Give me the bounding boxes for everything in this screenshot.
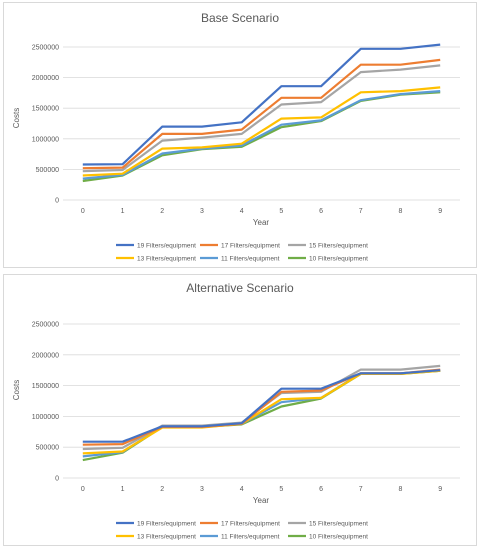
legend-entry: 13 Filters/equipment	[137, 255, 196, 262]
chart-title: Alternative Scenario	[186, 281, 294, 295]
legend-entry: 19 Filters/equipment	[137, 242, 196, 249]
x-tick-label: 2	[160, 486, 164, 493]
x-tick-label: 6	[319, 208, 323, 215]
x-axis-label: Year	[253, 496, 270, 505]
x-tick-label: 6	[319, 486, 323, 493]
legend-entry: 17 Filters/equipment	[221, 520, 280, 527]
y-tick-label: 2000000	[32, 352, 59, 359]
x-tick-label: 8	[398, 486, 402, 493]
y-tick-label: 1500000	[32, 383, 59, 390]
x-tick-label: 7	[359, 486, 363, 493]
legend-entry: 15 Filters/equipment	[309, 520, 368, 527]
legend-entry: 17 Filters/equipment	[221, 242, 280, 249]
series-line	[82, 369, 441, 443]
x-tick-label: 9	[438, 486, 442, 493]
y-axis-label: Costs	[12, 380, 21, 400]
x-tick-label: 1	[121, 208, 125, 215]
y-tick-label: 1000000	[32, 136, 59, 143]
legend-entry: 11 Filters/equipment	[221, 255, 280, 262]
chart-alternative-scenario: Alternative Scenario Costs Year 0 500000 1…	[12, 281, 460, 540]
legend-entry: 19 Filters/equipment	[137, 520, 196, 527]
series-line	[82, 58, 441, 170]
y-tick-label: 1500000	[32, 106, 59, 113]
y-tick-label: 0	[55, 198, 59, 205]
y-tick-label: 500000	[36, 445, 59, 452]
legend-entry: 13 Filters/equipment	[137, 533, 196, 540]
x-tick-label: 5	[279, 486, 283, 493]
y-tick-label: 1000000	[32, 414, 59, 421]
x-axis-label: Year	[253, 218, 270, 227]
series-line	[82, 369, 441, 462]
y-axis-label: Costs	[12, 108, 21, 128]
series-line	[82, 64, 441, 173]
chart-base-scenario: Base Scenario Costs Year 0 500000 1000000 1…	[12, 11, 460, 262]
x-tick-label: 4	[240, 208, 244, 215]
x-tick-label: 3	[200, 208, 204, 215]
x-tick-label: 0	[81, 486, 85, 493]
y-tick-label: 2500000	[32, 45, 59, 52]
legend-entry: 11 Filters/equipment	[221, 533, 280, 540]
x-tick-label: 2	[160, 208, 164, 215]
series-line	[82, 86, 441, 177]
legend-entry: 10 Filters/equipment	[309, 533, 368, 540]
legend-entry: 15 Filters/equipment	[309, 242, 368, 249]
x-tick-label: 0	[81, 208, 85, 215]
chart-panel-alternative: Alternative Scenario Costs Year 0 500000 1…	[3, 274, 477, 546]
series-line	[82, 43, 441, 166]
x-tick-label: 8	[398, 208, 402, 215]
x-tick-label: 1	[121, 486, 125, 493]
x-tick-label: 5	[279, 208, 283, 215]
legend-entry: 10 Filters/equipment	[309, 255, 368, 262]
y-tick-label: 2500000	[32, 322, 59, 329]
chart-title: Base Scenario	[201, 11, 279, 25]
chart-panel-base: Base Scenario Costs Year 0 500000 1000000 1…	[3, 2, 477, 268]
x-tick-label: 4	[240, 486, 244, 493]
x-tick-label: 3	[200, 486, 204, 493]
y-tick-label: 2000000	[32, 75, 59, 82]
y-tick-label: 0	[55, 476, 59, 483]
series-line	[82, 90, 441, 180]
x-tick-label: 9	[438, 208, 442, 215]
x-tick-label: 7	[359, 208, 363, 215]
y-tick-label: 500000	[36, 167, 59, 174]
